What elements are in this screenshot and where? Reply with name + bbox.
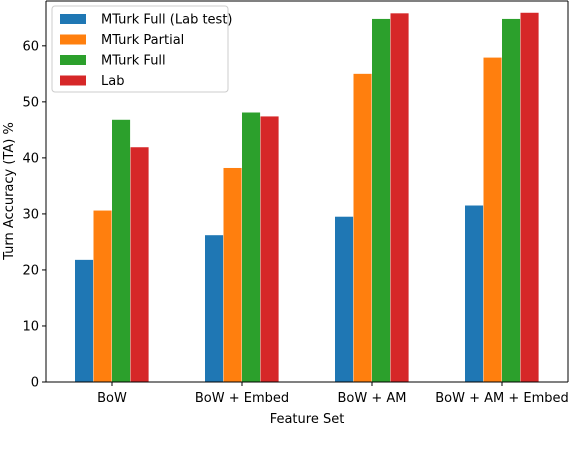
bar-2-3 <box>390 13 409 383</box>
bar-3-0 <box>465 205 484 382</box>
bar-0-1 <box>93 210 112 382</box>
bar-0-2 <box>112 119 131 382</box>
bar-3-2 <box>502 18 521 383</box>
legend-label: MTurk Full (Lab test) <box>101 13 233 28</box>
legend-label: MTurk Full <box>101 54 166 69</box>
y-axis-label: Turn Accuracy (TA) % <box>2 122 17 261</box>
x-tick-label: BoW + AM <box>338 391 407 406</box>
legend-frame <box>51 5 229 93</box>
y-tick-label: 50 <box>22 95 39 110</box>
y-tick-label: 30 <box>22 207 39 222</box>
legend-label: Lab <box>101 74 124 89</box>
bar-0-3 <box>130 147 149 382</box>
y-tick-label: 40 <box>22 151 39 166</box>
x-tick-label: BoW + AM + Embed <box>435 391 569 406</box>
y-axis: 0 10 20 30 40 50 60 <box>22 39 46 391</box>
y-tick-label: 20 <box>22 263 39 278</box>
bar-1-0 <box>205 235 224 382</box>
x-axis: BoW BoW + Embed BoW + AM BoW + AM + Embed <box>97 382 569 406</box>
x-tick-label: BoW + Embed <box>195 391 289 406</box>
bar-0-0 <box>75 259 94 382</box>
bar-2-0 <box>335 216 354 382</box>
legend-swatch <box>60 34 86 45</box>
bar-1-1 <box>223 167 242 382</box>
y-tick-label: 10 <box>22 319 39 334</box>
x-tick-label: BoW <box>97 391 127 406</box>
legend-label: MTurk Partial <box>101 33 184 48</box>
bar-3-1 <box>483 57 502 383</box>
bar-1-2 <box>242 112 261 382</box>
bar-1-3 <box>260 116 279 383</box>
bars-group <box>75 12 539 383</box>
bar-3-3 <box>520 12 539 383</box>
legend-swatch <box>60 55 86 65</box>
y-tick-label: 60 <box>22 39 39 54</box>
x-axis-label: Feature Set <box>270 412 345 427</box>
bar-2-1 <box>353 73 372 382</box>
legend-swatch <box>60 14 86 24</box>
bar-2-2 <box>372 18 391 383</box>
y-tick-label: 0 <box>31 376 39 391</box>
legend-swatch <box>60 75 86 86</box>
legend: MTurk Full (Lab test) MTurk Partial MTurk … <box>51 5 233 93</box>
